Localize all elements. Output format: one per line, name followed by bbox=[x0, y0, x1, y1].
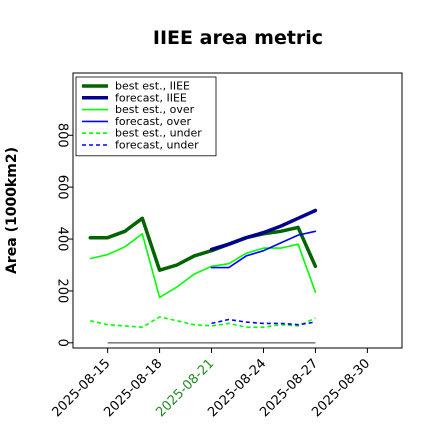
y-tick-label: 600 bbox=[55, 175, 70, 200]
series-line-4 bbox=[90, 316, 316, 329]
series-layer bbox=[88, 208, 318, 329]
x-axis: 2025-08-152025-08-182025-08-212025-08-24… bbox=[49, 348, 373, 420]
series-line-5 bbox=[211, 318, 316, 326]
plot-frame bbox=[72, 72, 403, 349]
legend-label-2: best est., over bbox=[115, 103, 195, 116]
legend-label-0: best est., IIEE bbox=[115, 80, 190, 93]
legend-label-3: forecast, over bbox=[115, 115, 191, 128]
legend-label-5: forecast, under bbox=[115, 139, 199, 152]
series-line-1 bbox=[209, 208, 318, 252]
y-tick-label: 0 bbox=[55, 339, 70, 347]
y-axis-label: Area (1000km2) bbox=[4, 147, 20, 274]
series-line-3 bbox=[210, 230, 317, 269]
chart-title: IIEE area metric bbox=[153, 27, 323, 49]
series-line-0 bbox=[88, 216, 318, 272]
y-tick-label: 800 bbox=[55, 123, 70, 148]
legend-label-1: forecast, IIEE bbox=[115, 91, 187, 104]
y-tick-label: 400 bbox=[55, 227, 70, 252]
legend-box bbox=[75, 76, 217, 157]
legend-label-4: best est., under bbox=[115, 127, 202, 140]
y-axis: 0 200 400 600 800 bbox=[55, 123, 73, 347]
y-tick-label: 200 bbox=[55, 279, 70, 304]
series-line-2 bbox=[89, 233, 317, 299]
